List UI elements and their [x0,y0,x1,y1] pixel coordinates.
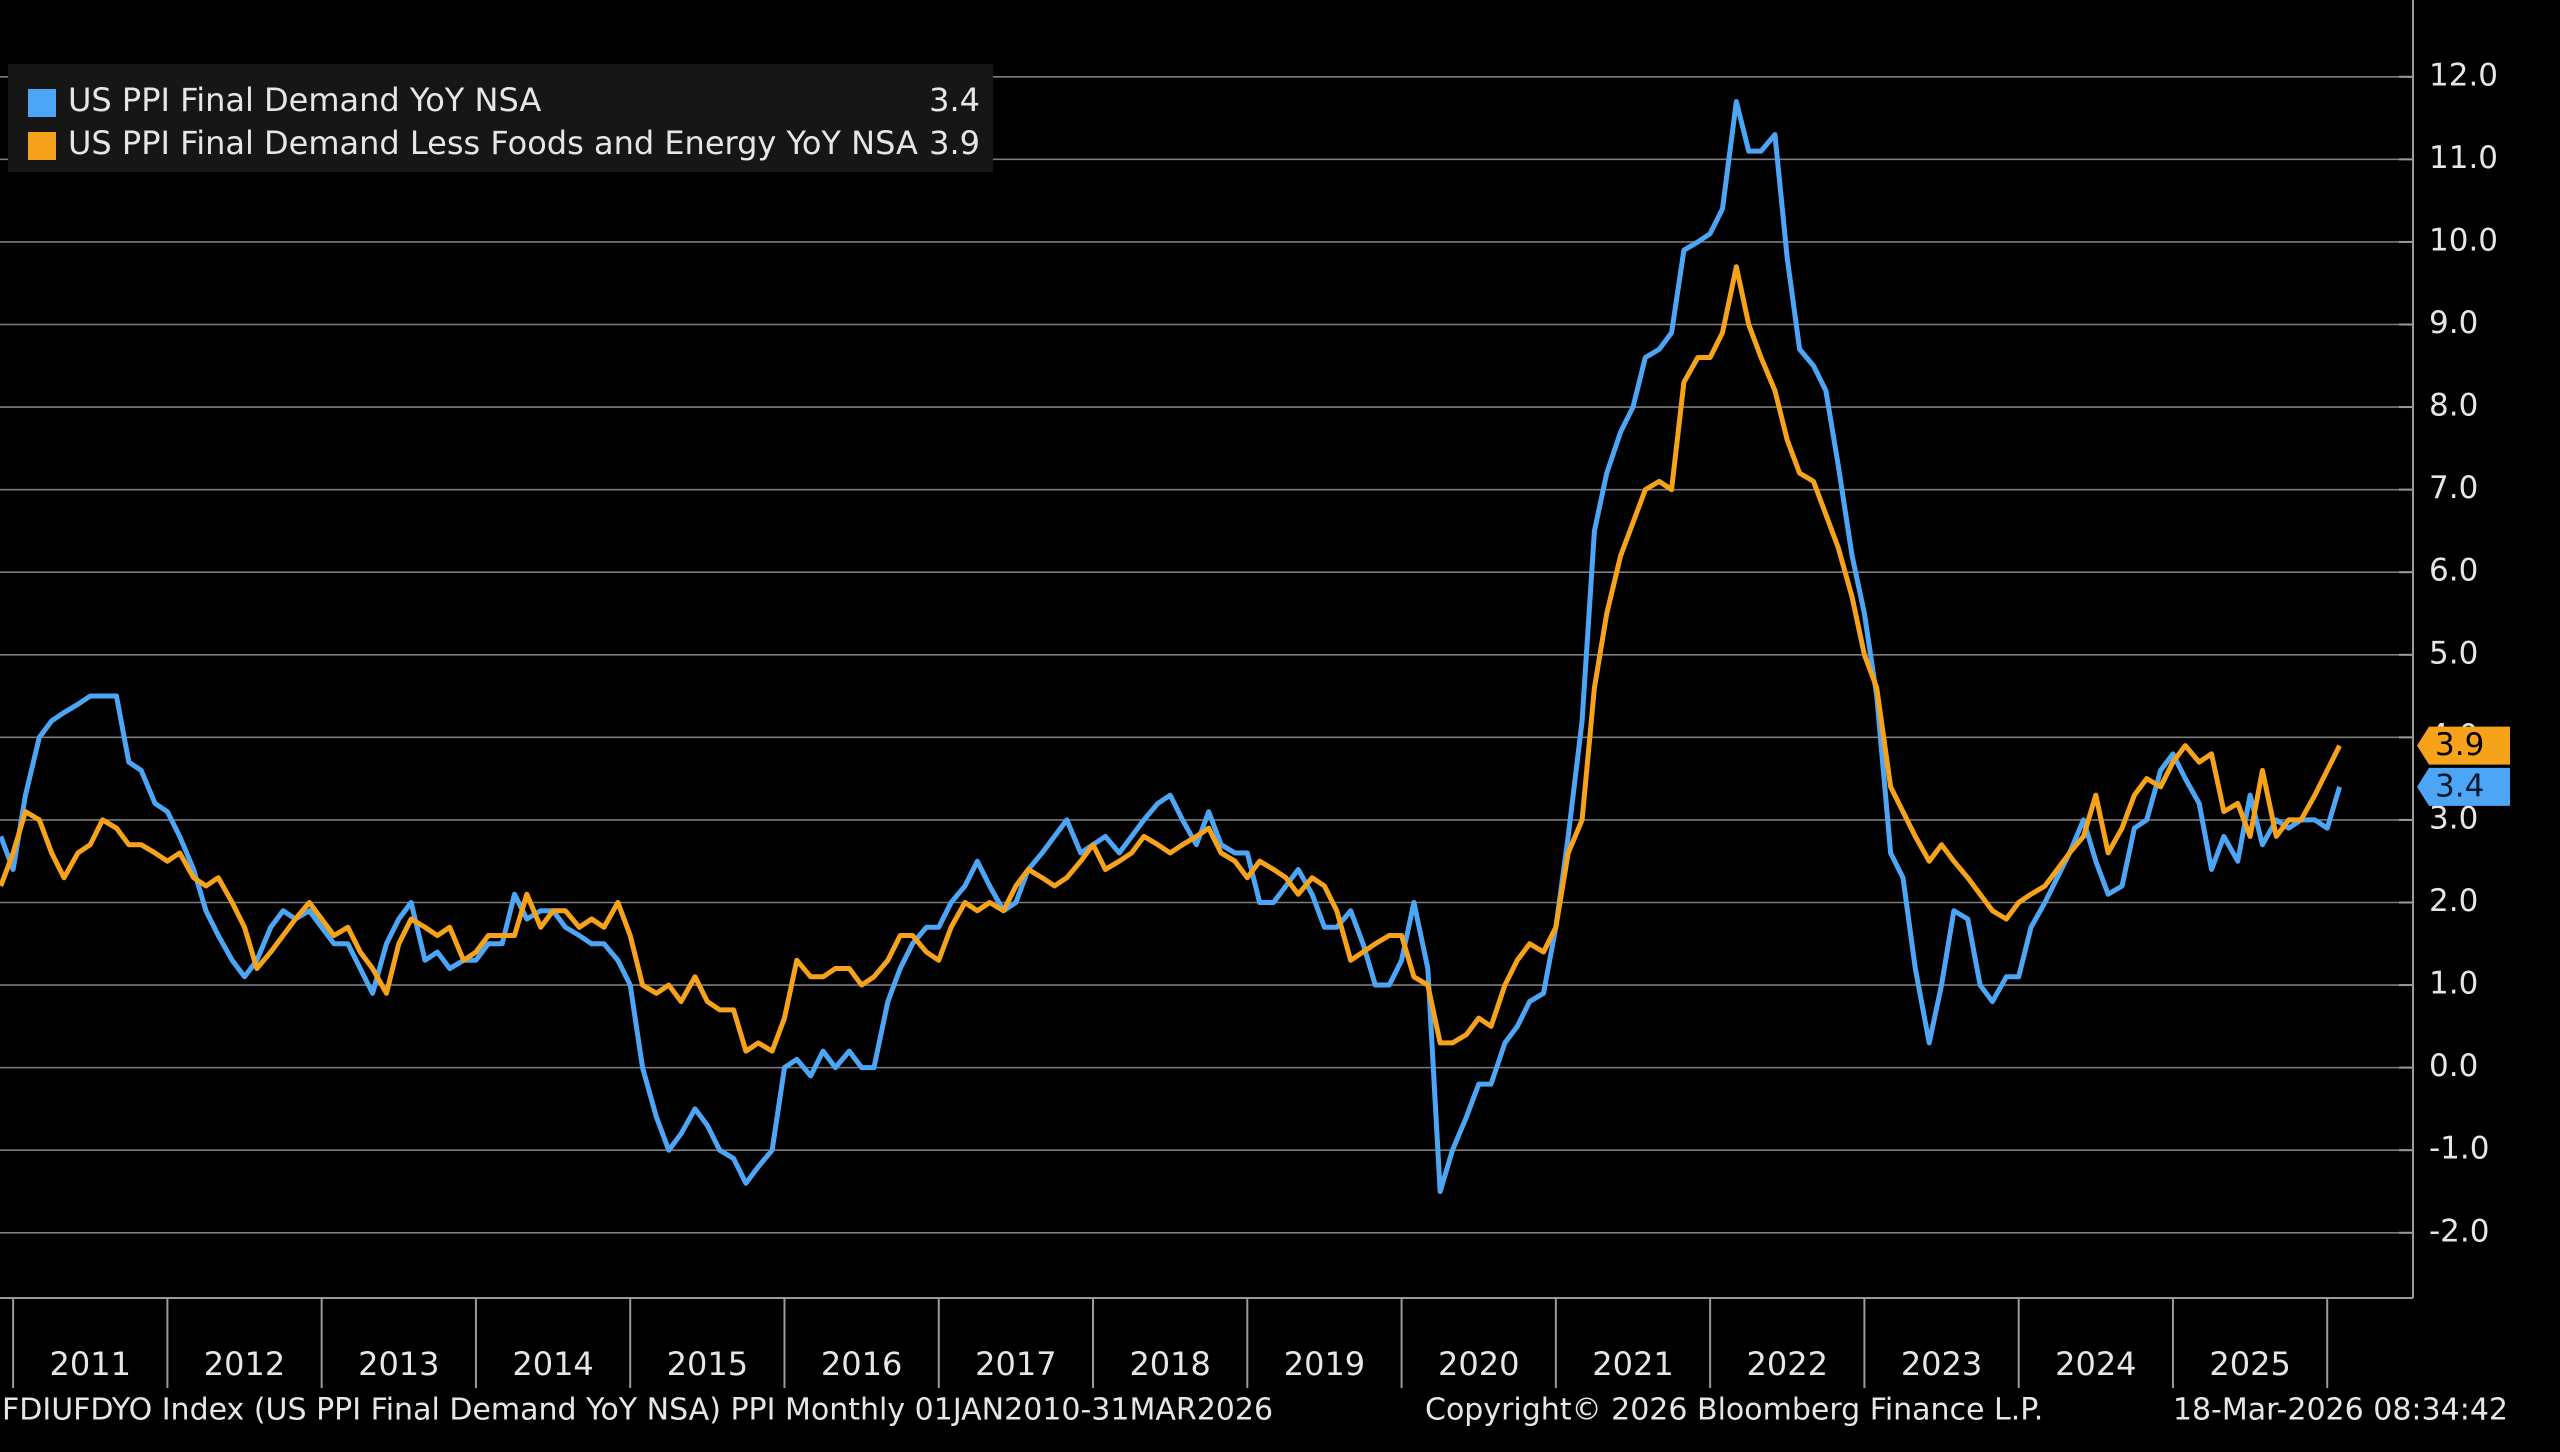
y-tick-label: 5.0 [2429,635,2478,671]
legend-box [8,64,993,172]
y-tick-label: 12.0 [2429,57,2498,93]
y-tick-label: 9.0 [2429,305,2478,341]
y-tick-label: 1.0 [2429,966,2478,1002]
y-tick-label: 3.0 [2429,800,2478,836]
x-tick-label: 2023 [1901,1345,1982,1383]
x-tick-label: 2015 [667,1345,748,1383]
legend-value: 3.9 [929,124,980,162]
series-line [0,264,2342,1054]
footer-date: 18-Mar-2026 08:34:42 [2173,1393,2508,1428]
legend-swatch [28,132,56,160]
legend-label: US PPI Final Demand YoY NSA [68,81,541,119]
y-tick-label: 11.0 [2429,140,2498,176]
y-tick-label: 8.0 [2429,388,2478,424]
legend-value: 3.4 [929,81,980,119]
last-value-tag [2417,767,2510,806]
legend-label: US PPI Final Demand Less Foods and Energ… [68,124,918,162]
last-value-label: 3.9 [2435,727,2484,763]
x-tick-label: 2025 [2209,1345,2290,1383]
last-value-tag [2417,726,2510,765]
plot-lines [0,99,2342,1194]
y-tick-label: -1.0 [2429,1131,2490,1167]
y-tick-label: -2.0 [2429,1213,2490,1249]
x-tick-label: 2014 [512,1345,593,1383]
x-tick-label: 2021 [1592,1345,1673,1383]
x-tick-label: 2017 [975,1345,1056,1383]
legend-swatch [28,89,56,117]
legend: US PPI Final Demand YoY NSA 3.4 US PPI Fin… [8,64,993,172]
y-tick-label: 2.0 [2429,883,2478,919]
y-tick-label: 6.0 [2429,553,2478,589]
x-tick-label: 2024 [2055,1345,2136,1383]
last-value-label: 3.4 [2435,768,2484,804]
y-tick-label: 0.0 [2429,1048,2478,1084]
x-tick-label: 2018 [1129,1345,1210,1383]
axes: -2.0-1.00.01.02.03.04.05.06.07.08.09.010… [0,0,2510,1388]
y-tick-label: 10.0 [2429,222,2498,258]
x-tick-label: 2011 [50,1345,131,1383]
x-tick-label: 2020 [1438,1345,1519,1383]
footer-source: FDIUFDYO Index (US PPI Final Demand YoY … [2,1393,1273,1428]
x-tick-label: 2016 [821,1345,902,1383]
footer-copyright: Copyright© 2026 Bloomberg Finance L.P. [1425,1393,2043,1428]
x-tick-label: 2022 [1747,1345,1828,1383]
y-tick-label: 7.0 [2429,470,2478,506]
x-tick-label: 2019 [1284,1345,1365,1383]
x-tick-label: 2012 [204,1345,285,1383]
x-tick-label: 2013 [358,1345,439,1383]
series-line [0,99,2342,1194]
